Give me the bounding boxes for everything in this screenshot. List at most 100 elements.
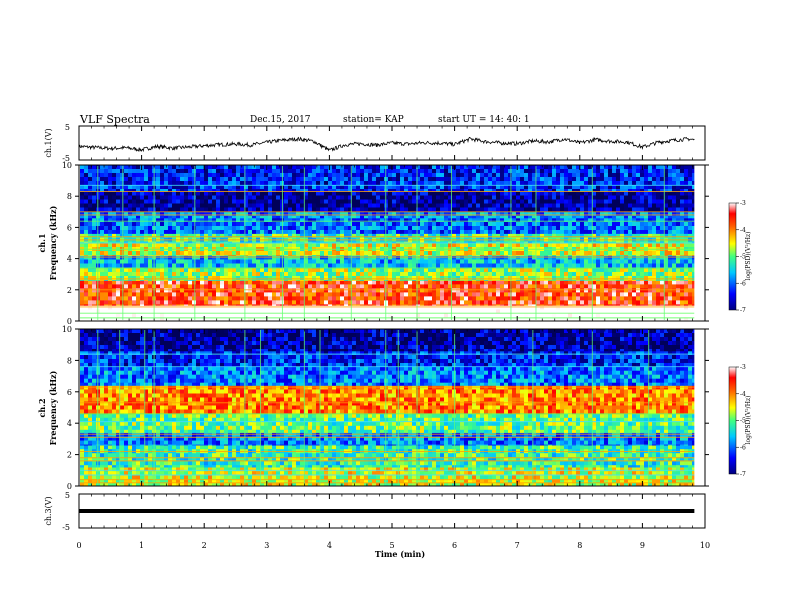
spectrogram-cell xyxy=(460,317,465,322)
spectrogram-cell xyxy=(568,226,573,231)
spectrogram-cell xyxy=(352,230,357,234)
spectrogram-cell xyxy=(268,317,273,322)
spectrogram-cell xyxy=(316,272,321,277)
spectrogram-cell xyxy=(156,305,161,310)
spectrogram-cell xyxy=(464,218,469,223)
spectrogram-cell xyxy=(204,268,209,273)
spectrogram-cell xyxy=(288,259,293,264)
spectrogram-cell xyxy=(648,268,653,273)
spectrogram-cell xyxy=(588,268,593,273)
spectrogram-cell xyxy=(100,317,105,322)
spectrogram-cell xyxy=(332,263,337,268)
spectrogram-cell xyxy=(196,296,201,301)
spectrogram-cell xyxy=(264,309,269,314)
spectrogram-cell xyxy=(300,259,305,264)
spectrogram-cell xyxy=(584,241,589,244)
spectrogram-cell xyxy=(104,304,109,306)
spectrogram-cell xyxy=(652,211,657,217)
spectrogram-cell xyxy=(216,215,221,219)
spectrogram-cell xyxy=(636,296,641,301)
spectrogram-cell xyxy=(80,313,85,318)
spectrogram-cell xyxy=(528,280,533,281)
spectrogram-cell xyxy=(508,222,513,227)
spectrogram-cell xyxy=(312,218,317,223)
spectrogram-cell xyxy=(412,280,417,281)
spectrogram-cell xyxy=(296,255,301,260)
spectrogram-cell xyxy=(288,276,293,281)
spectrogram-cell xyxy=(372,292,377,297)
spectrogram-cell xyxy=(596,259,601,264)
spectrogram-cell xyxy=(576,222,581,227)
spectrogram-cell xyxy=(608,280,613,285)
spectrogram-cell xyxy=(284,191,289,196)
spectrogram-cell xyxy=(232,280,237,285)
spectrogram-cell xyxy=(680,300,685,305)
spectrogram-cell xyxy=(312,317,317,322)
spectrogram-cell xyxy=(136,272,141,277)
spectrogram-cell xyxy=(628,259,633,264)
spectrogram-cell xyxy=(528,272,533,277)
spectrogram-cell xyxy=(660,211,665,217)
spectrogram-cell xyxy=(468,263,473,268)
spectrogram-cell xyxy=(196,300,201,305)
spectrogram-cell xyxy=(664,263,669,268)
spectrogram-cell xyxy=(568,288,573,293)
spectrogram-cell xyxy=(508,292,513,297)
spectrogram-cell xyxy=(540,215,545,219)
spectrogram-cell xyxy=(268,211,273,217)
spectrogram-cell xyxy=(612,222,617,227)
spectrogram-cell xyxy=(124,300,129,305)
spectrogram-cell xyxy=(404,211,409,217)
spectrogram-cell xyxy=(676,230,681,234)
spectrogram-cell xyxy=(320,288,325,293)
spectrogram-cell xyxy=(88,226,93,231)
spectrogram-cell xyxy=(412,211,417,217)
spectrogram-cell xyxy=(260,243,265,248)
spectrogram-cell xyxy=(272,317,277,322)
spectrogram-cell xyxy=(648,309,653,314)
spectrogram-cell xyxy=(132,230,137,234)
spectrogram-cell xyxy=(560,272,565,277)
spectrogram-cell xyxy=(344,255,349,256)
spectrogram-cell xyxy=(148,288,153,293)
spectrogram-cell xyxy=(408,211,413,217)
spectrogram-cell xyxy=(628,255,633,260)
spectrogram-cell xyxy=(480,288,485,293)
spectrogram-cell xyxy=(588,317,593,322)
spectrogram-cell xyxy=(92,296,97,301)
spectrogram-cell xyxy=(388,226,393,231)
spectrogram-cell xyxy=(632,284,637,289)
spectrogram-cell xyxy=(200,284,205,289)
spectrogram-cell xyxy=(456,288,461,293)
spectrogram-cell xyxy=(112,305,117,310)
spectrogram-cell xyxy=(200,313,205,318)
spectrogram-cell xyxy=(488,222,493,227)
spectrogram-cell xyxy=(692,263,695,268)
spectrogram-cell xyxy=(276,233,281,238)
spectrogram-cell xyxy=(200,255,205,256)
spectrogram-cell xyxy=(564,263,569,268)
spectrogram-cell xyxy=(108,255,113,260)
spectrogram-cell xyxy=(304,304,309,306)
spectrogram-cell xyxy=(516,226,521,231)
spectrogram-cell xyxy=(608,251,613,256)
spectrogram-cell xyxy=(248,233,253,238)
spectrogram-cell xyxy=(256,226,261,231)
spectrogram-cell xyxy=(116,230,121,234)
spectrogram-cell xyxy=(660,288,665,293)
spectrogram-cell xyxy=(312,233,317,238)
spectrogram-cell xyxy=(176,317,181,322)
spectrogram-cell xyxy=(140,292,145,297)
spectrogram-cell xyxy=(84,313,89,318)
spectrogram-cell xyxy=(416,317,421,322)
spectrogram-cell xyxy=(596,284,601,289)
spectrogram-cell xyxy=(272,280,277,285)
spectrogram-cell xyxy=(440,263,445,268)
spectrogram-cell xyxy=(492,226,497,231)
spectrogram-cell xyxy=(580,268,585,273)
spectrogram-cell xyxy=(512,288,517,293)
spectrogram-cell xyxy=(656,280,661,285)
spectrogram-cell xyxy=(200,222,205,227)
spectrogram-cell xyxy=(180,280,185,285)
spectrogram-cell xyxy=(488,226,493,231)
